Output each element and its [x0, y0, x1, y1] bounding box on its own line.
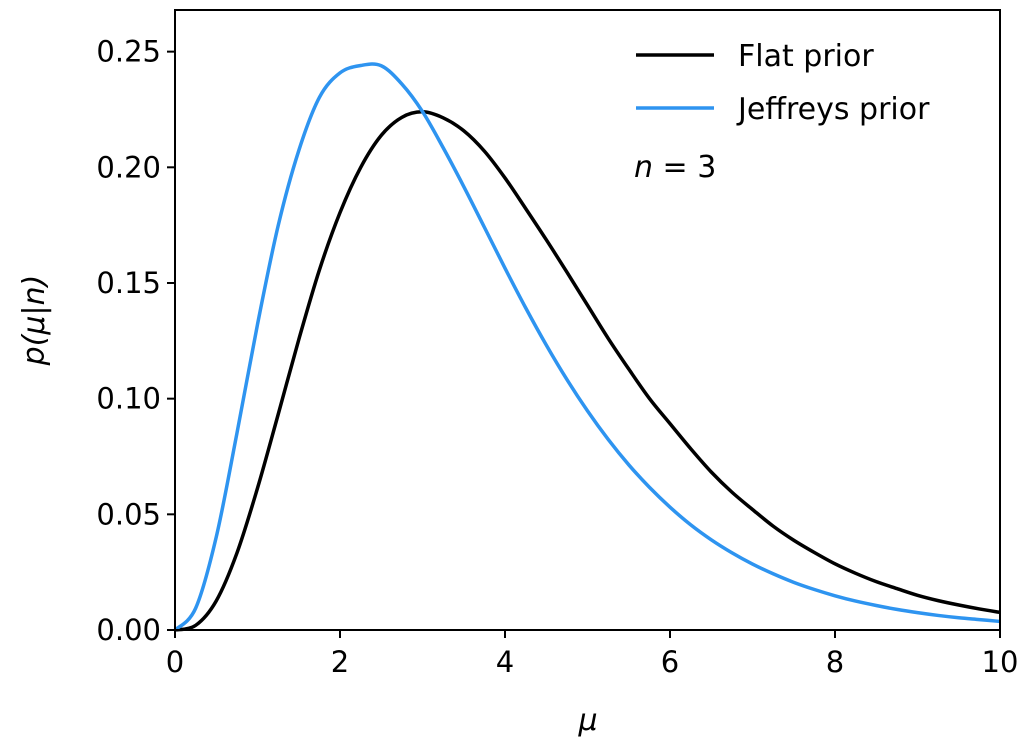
y-ticks: 0.00 0.05 0.10 0.15 0.20 0.25	[96, 35, 175, 647]
x-tick-label: 0	[166, 645, 184, 679]
annotation-rel: =	[653, 150, 697, 185]
annotation-value: 3	[697, 150, 716, 185]
plot-frame	[174, 9, 1001, 631]
x-tick-label: 8	[826, 645, 844, 679]
x-axis-label: μ	[577, 703, 597, 738]
series-line-jeffreys-prior	[173, 62, 1001, 632]
y-tick-label: 0.00	[96, 613, 161, 647]
y-tick-label: 0.10	[96, 382, 161, 416]
legend-label-jeffreys: Jeffreys prior	[736, 92, 930, 127]
series-lines	[173, 62, 1001, 632]
x-tick-label: 10	[982, 645, 1019, 679]
y-tick-label: 0.25	[96, 35, 161, 69]
y-axis-label: p(μ|n)	[17, 275, 52, 367]
y-tick-label: 0.15	[96, 266, 161, 300]
annotation-n: n = 3	[634, 150, 716, 185]
legend: Flat prior Jeffreys prior	[636, 39, 930, 127]
x-ticks: 0 2 4 6 8 10	[166, 630, 1019, 679]
legend-label-flat: Flat prior	[738, 39, 874, 74]
x-tick-label: 4	[496, 645, 514, 679]
y-tick-label: 0.20	[96, 150, 161, 184]
series-line-flat-prior	[174, 110, 1001, 632]
x-tick-label: 2	[331, 645, 349, 679]
annotation-var: n	[634, 150, 653, 185]
y-tick-label: 0.05	[96, 497, 161, 531]
x-tick-label: 6	[661, 645, 679, 679]
